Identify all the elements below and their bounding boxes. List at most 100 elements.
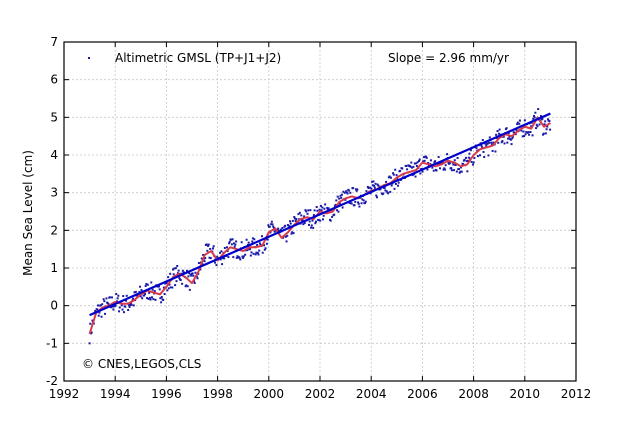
gmsl-point — [397, 181, 400, 184]
gmsl-point — [375, 196, 378, 199]
gmsl-point — [145, 282, 148, 285]
gmsl-point — [329, 219, 332, 222]
gmsl-point — [450, 169, 453, 172]
gmsl-point — [331, 215, 334, 218]
gmsl-point — [289, 220, 292, 223]
gmsl-point — [277, 229, 280, 232]
gmsl-point — [310, 224, 313, 227]
gmsl-point — [340, 196, 343, 199]
gmsl-point — [502, 135, 505, 138]
gmsl-point — [418, 159, 421, 162]
gmsl-point — [128, 305, 131, 308]
gmsl-point — [473, 156, 476, 159]
gmsl-point — [549, 128, 552, 131]
gmsl-point — [181, 269, 184, 272]
gmsl-point — [322, 214, 325, 217]
gmsl-point — [523, 135, 526, 138]
gmsl-point — [348, 201, 351, 204]
gmsl-point — [334, 203, 337, 206]
gmsl-point — [91, 319, 94, 322]
gmsl-point — [316, 209, 319, 212]
gmsl-point — [251, 237, 254, 240]
y-tick-label: -2 — [46, 374, 58, 388]
gmsl-point — [204, 257, 207, 260]
gmsl-point — [498, 128, 501, 131]
gmsl-point — [382, 192, 385, 195]
gmsl-point — [110, 306, 113, 309]
gmsl-point — [534, 111, 537, 114]
gmsl-point — [338, 197, 341, 200]
gmsl-point — [177, 269, 180, 272]
gmsl-point — [152, 298, 155, 301]
gmsl-point — [353, 204, 356, 207]
gmsl-point — [389, 176, 392, 179]
gmsl-point — [300, 214, 303, 217]
gmsl-point — [215, 264, 218, 267]
gmsl-point — [117, 294, 120, 297]
gmsl-point — [297, 213, 300, 216]
gmsl-point — [434, 160, 437, 163]
gmsl-point — [257, 253, 260, 256]
gmsl-point — [501, 140, 504, 143]
gmsl-point — [88, 342, 91, 345]
gmsl-point — [362, 199, 365, 202]
gmsl-point — [538, 123, 541, 126]
gmsl-point — [311, 219, 314, 222]
gmsl-point — [486, 142, 489, 145]
gmsl-point — [259, 243, 262, 246]
gmsl-point — [544, 132, 547, 135]
gmsl-point — [127, 304, 130, 307]
gmsl-point — [521, 135, 524, 138]
gmsl-point — [258, 242, 261, 245]
gmsl-point — [423, 159, 426, 162]
gmsl-point — [511, 137, 514, 140]
gmsl-point — [409, 165, 412, 168]
gmsl-point — [545, 128, 548, 131]
gmsl-point — [483, 156, 486, 158]
gmsl-point — [344, 198, 347, 201]
gmsl-point — [96, 308, 99, 311]
gmsl-point — [349, 191, 352, 194]
gmsl-point — [239, 258, 242, 261]
gmsl-point — [284, 235, 287, 238]
gmsl-point — [207, 244, 210, 247]
y-tick-label: 1 — [50, 261, 58, 275]
gmsl-point — [295, 217, 298, 220]
gmsl-point — [228, 240, 231, 243]
gmsl-point — [319, 204, 322, 207]
gmsl-point — [245, 238, 248, 241]
gmsl-point — [379, 188, 382, 191]
gmsl-point — [515, 128, 518, 131]
gmsl-point — [148, 296, 151, 299]
gmsl-point — [169, 272, 172, 275]
gmsl-point — [357, 201, 360, 204]
gmsl-point — [401, 167, 404, 170]
gmsl-point — [333, 213, 336, 216]
gmsl-point — [141, 297, 144, 300]
gmsl-point — [450, 167, 453, 170]
axis-tick-labels: 1992 1994 1996 1998 2000 2002 2004 2006 2008 2010… — [46, 35, 591, 401]
gmsl-point — [191, 272, 194, 275]
gmsl-point — [487, 154, 490, 157]
gmsl-point — [507, 137, 510, 140]
gmsl-point — [339, 194, 342, 197]
gmsl-point — [357, 202, 360, 205]
gmsl-point — [460, 166, 463, 169]
gmsl-point — [395, 174, 398, 177]
gmsl-point — [464, 156, 467, 159]
gmsl-point — [482, 150, 485, 153]
gmsl-point — [235, 240, 238, 243]
gmsl-point — [127, 308, 130, 311]
gmsl-point — [356, 188, 359, 191]
legend-marker — [88, 57, 90, 59]
gmsl-point — [315, 205, 318, 208]
gmsl-point — [175, 280, 178, 283]
gmsl-point — [288, 225, 291, 228]
gmsl-point — [524, 133, 527, 136]
gmsl-point — [528, 133, 531, 136]
gmsl-point — [548, 120, 551, 123]
gmsl-point — [120, 304, 123, 307]
gmsl-point — [305, 210, 308, 213]
gmsl-point — [343, 191, 346, 194]
gmsl-point — [181, 282, 184, 285]
